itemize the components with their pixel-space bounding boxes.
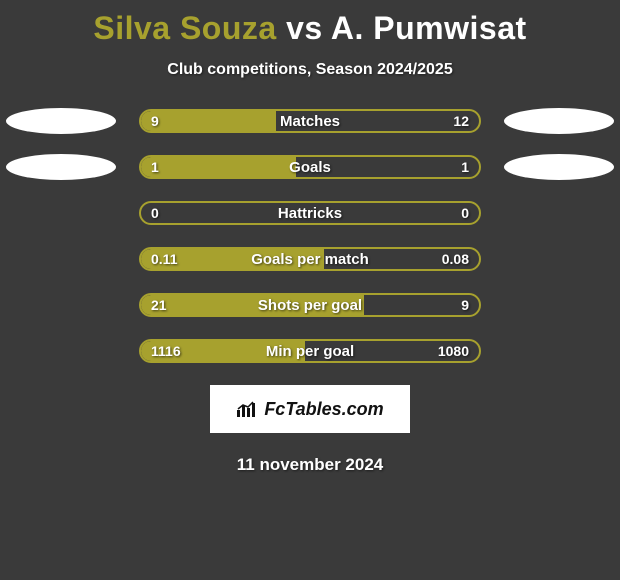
bar-fill-left <box>141 341 305 361</box>
stat-bar: 912Matches <box>139 109 481 133</box>
team-badge-right <box>504 154 614 180</box>
title: Silva Souza vs A. Pumwisat <box>0 0 620 47</box>
stat-value-right: 1 <box>461 157 469 177</box>
bar-fill-left <box>141 295 364 315</box>
chart-icon <box>236 400 258 418</box>
player-a-name: Silva Souza <box>93 10 276 46</box>
brand-box: FcTables.com <box>210 385 410 433</box>
stat-bar: 0.110.08Goals per match <box>139 247 481 271</box>
brand: FcTables.com <box>236 399 383 420</box>
comparison-card: Silva Souza vs A. Pumwisat Club competit… <box>0 0 620 580</box>
stat-row: 0.110.08Goals per match <box>0 247 620 271</box>
stat-bar: 11161080Min per goal <box>139 339 481 363</box>
stat-label: Hattricks <box>141 203 479 223</box>
stat-value-right: 0 <box>461 203 469 223</box>
stat-row: 11Goals <box>0 155 620 179</box>
player-b-name: A. Pumwisat <box>331 10 527 46</box>
stat-value-right: 9 <box>461 295 469 315</box>
stat-value-right: 12 <box>453 111 469 131</box>
team-badge-right <box>504 108 614 134</box>
stat-bar: 0 0Hattricks <box>139 201 481 225</box>
brand-label: FcTables.com <box>264 399 383 420</box>
team-badge-left <box>6 108 116 134</box>
bar-fill-left <box>141 249 324 269</box>
stat-row: 912Matches <box>0 109 620 133</box>
bar-fill-left <box>141 157 296 177</box>
stat-bar: 11Goals <box>139 155 481 179</box>
vs-label: vs <box>286 10 323 46</box>
stat-row: 11161080Min per goal <box>0 339 620 363</box>
subtitle: Club competitions, Season 2024/2025 <box>0 61 620 79</box>
stat-rows: 912Matches 11Goals 0 0Hattricks 0.110.08Goal… <box>0 109 620 363</box>
date: 11 november 2024 <box>0 455 620 475</box>
stat-row: 219Shots per goal <box>0 293 620 317</box>
team-badge-left <box>6 154 116 180</box>
stat-value-left: 0 <box>151 203 159 223</box>
stat-value-right: 0.08 <box>442 249 469 269</box>
stat-value-right: 1080 <box>438 341 469 361</box>
stat-bar: 219Shots per goal <box>139 293 481 317</box>
stat-row: 0 0Hattricks <box>0 201 620 225</box>
bar-fill-left <box>141 111 276 131</box>
